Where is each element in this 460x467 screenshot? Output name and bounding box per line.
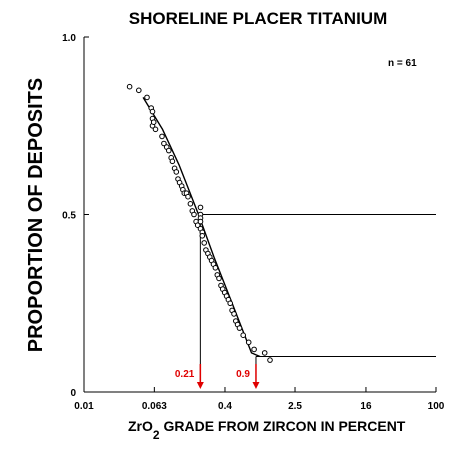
data-points (126, 83, 273, 363)
data-point (161, 140, 167, 147)
data-point (187, 201, 194, 207)
data-point (166, 147, 172, 154)
x-tick-label: 2.5 (288, 401, 302, 412)
x-tick-label: 0.01 (74, 401, 94, 412)
data-point (199, 233, 206, 239)
percentile-label: 0.21 (175, 369, 195, 380)
data-point (261, 350, 268, 356)
y-tick-label: 0.5 (62, 211, 76, 222)
data-point (267, 357, 273, 363)
data-point (216, 275, 222, 282)
y-tick-label: 0 (70, 388, 76, 399)
data-point (152, 126, 159, 133)
data-point (194, 222, 201, 228)
fitted-curve-layer (142, 97, 261, 358)
data-point (197, 218, 204, 225)
percentile-lines: 0.21 0.9 (175, 214, 436, 389)
percentile-label: 0.9 (236, 369, 250, 380)
y-tick-label: 1.0 (62, 33, 76, 44)
data-point (191, 211, 197, 218)
x-axis-label: ZrO2 GRADE FROM ZIRCON IN PERCENT (128, 418, 406, 442)
x-axis-label-subscript: 2 (153, 428, 160, 442)
percentile-arrow-head (196, 382, 204, 389)
data-point (245, 339, 252, 346)
x-tick-label: 16 (360, 401, 372, 412)
x-tick-label: 100 (428, 401, 445, 412)
data-point (185, 193, 191, 200)
fitted-curve (142, 97, 261, 358)
data-point (251, 346, 257, 353)
data-point (144, 94, 150, 101)
x-axis-label-rest: GRADE FROM ZIRCON IN PERCENT (160, 418, 406, 434)
percentile-arrow-head (252, 382, 260, 389)
data-point (150, 119, 157, 125)
y-axis-ticks: 0 0.5 1.0 (62, 33, 89, 399)
data-point (159, 133, 165, 140)
data-point (173, 169, 180, 175)
sample-size-annotation: n = 61 (388, 58, 417, 69)
x-axis-ticks: 0.01 0.063 0.4 2.5 16 100 (74, 387, 445, 412)
data-point (126, 83, 133, 90)
data-point (201, 240, 207, 246)
chart-title: SHORELINE PLACER TITANIUM (129, 9, 387, 28)
data-point (240, 332, 246, 339)
data-point (136, 87, 142, 94)
data-point (212, 265, 219, 271)
data-point (236, 325, 243, 331)
data-point (231, 311, 237, 317)
x-tick-label: 0.4 (218, 401, 232, 412)
x-axis-label-main: ZrO (128, 418, 153, 434)
data-point (227, 300, 233, 307)
y-axis-label: PROPORTION OF DEPOSITS (25, 78, 47, 352)
x-tick-label: 0.063 (142, 401, 167, 412)
data-point (149, 108, 156, 115)
data-point (197, 204, 204, 211)
data-point (169, 158, 176, 165)
